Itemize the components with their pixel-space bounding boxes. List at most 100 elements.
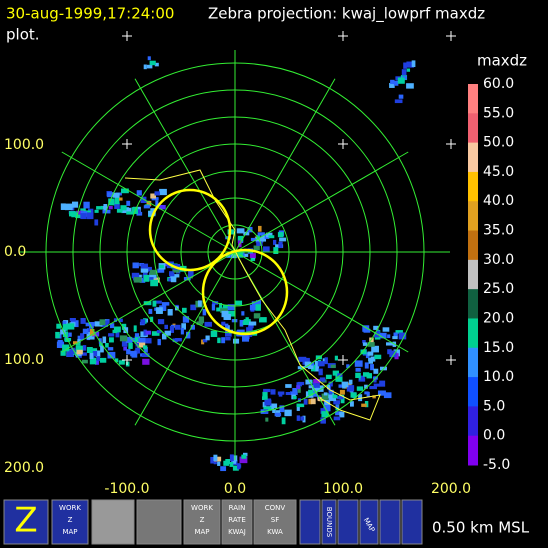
toolbar-button[interactable] xyxy=(321,499,337,545)
echo xyxy=(112,192,120,198)
echo xyxy=(370,364,374,371)
toolbar-button[interactable] xyxy=(359,499,379,545)
echo xyxy=(136,190,142,196)
echo xyxy=(82,345,87,351)
toolbar-button[interactable] xyxy=(253,499,297,545)
toolbar-button[interactable] xyxy=(136,499,182,545)
echo xyxy=(232,465,239,471)
echo xyxy=(273,247,279,255)
echo xyxy=(227,304,235,311)
echo xyxy=(261,234,267,242)
toolbar-button[interactable] xyxy=(379,499,401,545)
echo xyxy=(190,324,195,330)
echo xyxy=(370,356,376,362)
echo xyxy=(96,206,104,210)
echo xyxy=(143,345,148,350)
echo xyxy=(75,342,81,346)
echo xyxy=(132,262,139,269)
colorbar-swatch xyxy=(468,171,478,202)
toolbar-button[interactable] xyxy=(337,499,359,545)
echo xyxy=(350,392,357,398)
echo xyxy=(211,304,216,311)
echo xyxy=(95,350,101,358)
echo xyxy=(364,391,369,395)
echo xyxy=(401,69,407,76)
echo xyxy=(292,388,298,392)
echo xyxy=(115,330,120,338)
toolbar-button[interactable] xyxy=(183,499,221,545)
echo xyxy=(102,336,107,344)
echo xyxy=(392,336,398,340)
echo xyxy=(358,394,363,402)
echo xyxy=(284,409,292,417)
echo xyxy=(94,209,99,213)
echo xyxy=(99,342,103,347)
echo xyxy=(374,331,379,338)
echo xyxy=(242,321,249,325)
echo xyxy=(360,349,367,355)
echo xyxy=(362,342,368,346)
echo xyxy=(150,269,157,275)
echo xyxy=(373,325,379,330)
colorbar-swatch xyxy=(468,201,478,232)
echo xyxy=(313,390,318,397)
echo xyxy=(256,235,260,239)
echo xyxy=(313,367,319,372)
echo xyxy=(279,405,285,413)
echo xyxy=(155,307,163,314)
colorbar-swatch xyxy=(468,435,478,466)
echo xyxy=(180,327,184,335)
echo xyxy=(225,325,230,332)
toolbar-button[interactable] xyxy=(3,499,49,545)
colorbar-label: 50.0 xyxy=(483,135,514,151)
echo xyxy=(328,389,334,395)
echo xyxy=(118,318,123,323)
echo xyxy=(297,386,301,393)
toolbar-button[interactable] xyxy=(221,499,253,545)
toolbar-button[interactable] xyxy=(299,499,321,545)
echo xyxy=(124,207,132,213)
echo xyxy=(142,358,150,365)
y-axis-label: 0.0 xyxy=(4,244,26,260)
echo xyxy=(327,384,331,390)
echo xyxy=(107,347,114,351)
echo xyxy=(219,303,223,309)
echo xyxy=(278,393,283,397)
echo xyxy=(121,341,128,347)
toolbar-button[interactable] xyxy=(91,499,135,545)
echo xyxy=(107,192,115,198)
colorbar-label: 15.0 xyxy=(483,340,514,356)
echo xyxy=(366,373,372,379)
echo xyxy=(63,323,67,330)
echo xyxy=(222,304,230,310)
echo xyxy=(76,210,84,215)
echo xyxy=(107,351,116,359)
echo xyxy=(157,268,165,273)
echo xyxy=(296,403,305,408)
echo xyxy=(114,358,119,363)
colorbar-swatch xyxy=(468,289,478,319)
echo xyxy=(148,308,153,314)
echo xyxy=(270,403,278,409)
toolbar-button[interactable] xyxy=(51,499,89,545)
echo xyxy=(243,231,250,236)
echo xyxy=(250,237,258,242)
toolbar-button[interactable] xyxy=(401,499,423,545)
echo xyxy=(242,335,250,342)
echo xyxy=(62,321,67,326)
colorbar-swatch xyxy=(468,318,478,349)
echo xyxy=(393,349,400,357)
echo xyxy=(213,454,218,461)
echo xyxy=(362,325,370,332)
echo xyxy=(335,411,342,416)
echo xyxy=(364,362,369,369)
echo xyxy=(143,205,150,209)
echo xyxy=(322,358,326,363)
radial-line xyxy=(134,251,236,426)
grid-marker xyxy=(446,31,456,41)
echo xyxy=(151,197,159,201)
echo xyxy=(100,205,107,210)
button-label: RAIN xyxy=(229,504,246,512)
echo xyxy=(241,454,247,459)
echo xyxy=(152,300,157,307)
